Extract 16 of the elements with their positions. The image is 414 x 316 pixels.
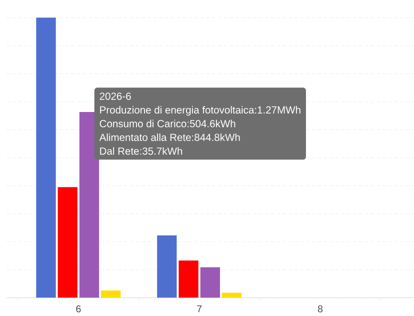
annotation: Alimentato alla Rete:844.8kWh: [99, 134, 240, 142]
bar: [222, 292, 242, 298]
annotation: Dal Rete:35.7kWh: [100, 147, 182, 155]
annotation: Consumo di Carico:504.6kWh: [100, 120, 236, 128]
bar: [79, 112, 100, 298]
annotation: Produzione di energia fotovoltaica:1.27MWh: [100, 106, 300, 116]
x-tick-label: 7: [197, 306, 202, 312]
bar: [58, 187, 78, 298]
bar: [157, 236, 177, 298]
x-tick-label: 6: [76, 306, 81, 313]
bar: [178, 260, 198, 298]
bar: [101, 290, 121, 298]
x-tick-label: 8: [318, 306, 323, 313]
annotation: 2026-6: [100, 92, 131, 100]
bar: [200, 267, 220, 298]
bar: [36, 18, 56, 298]
